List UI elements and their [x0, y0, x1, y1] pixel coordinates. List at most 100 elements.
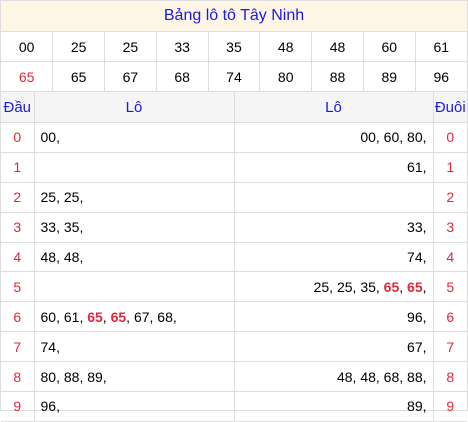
loto-row: 3 33, 35, 33, 3	[1, 211, 467, 243]
lo-right-cell: 89,	[233, 391, 434, 422]
number-cell: 35	[207, 32, 261, 62]
lo-right-cell: 25, 25, 35, 65, 65,	[233, 271, 434, 303]
duoi-digit: 9	[432, 391, 467, 422]
loto-table: Đầu Lô Lô Đuôi 0 00, 00, 60, 80, 0 1 61, 1 2 25,…	[1, 91, 467, 422]
dau-digit: 5	[1, 271, 35, 303]
duoi-digit: 4	[432, 241, 467, 273]
duoi-digit: 3	[432, 211, 467, 243]
loto-number: 65	[110, 308, 127, 325]
header-lo-left: Lô	[33, 91, 235, 123]
loto-row: 4 48, 48, 74, 4	[1, 241, 467, 273]
loto-number: 00	[40, 129, 57, 146]
lo-left-cell: 74,	[33, 331, 235, 363]
lo-left-cell: 25, 25,	[33, 181, 235, 213]
loto-number: 33	[40, 219, 57, 236]
loto-number: 48	[63, 249, 80, 265]
dau-digit: 2	[1, 181, 35, 213]
loto-number: 68	[383, 368, 400, 385]
duoi-digit: 1	[432, 151, 467, 183]
loto-number: 48	[336, 368, 353, 385]
loto-number: 25	[336, 278, 353, 295]
lo-right-cell: 33,	[233, 211, 434, 243]
number-cell: 48	[259, 32, 313, 62]
number-cell: 96	[414, 61, 467, 92]
lo-left-cell: 80, 88, 89,	[33, 361, 235, 393]
dau-digit: 7	[1, 331, 35, 363]
loto-number: 25	[63, 189, 80, 206]
loto-number: 96	[407, 308, 423, 325]
number-cell: 33	[155, 32, 209, 62]
loto-number: 61	[407, 159, 423, 176]
dau-digit: 8	[1, 361, 35, 393]
duoi-digit: 6	[432, 301, 467, 333]
lo-right-cell	[233, 181, 434, 213]
loto-number: 33	[407, 219, 423, 236]
lo-left-cell: 33, 35,	[33, 211, 235, 243]
loto-number: 88	[407, 368, 423, 385]
dau-digit: 6	[1, 301, 35, 333]
loto-row: 1 61, 1	[1, 151, 467, 183]
number-cell: 60	[362, 32, 416, 62]
loto-row: 6 60, 61, 65, 65, 67, 68, 96, 6	[1, 301, 467, 333]
number-cell: 88	[311, 61, 364, 92]
loto-number: 67	[407, 338, 423, 355]
loto-number: 67	[133, 308, 150, 325]
loto-row: 8 80, 88, 89, 48, 48, 68, 88, 8	[1, 361, 467, 393]
dau-digit: 3	[1, 211, 35, 243]
loto-number: 74	[407, 249, 423, 265]
loto-number: 68	[157, 308, 173, 325]
loto-number: 25	[40, 189, 57, 206]
number-cell: 67	[104, 61, 157, 92]
dau-digit: 4	[1, 241, 35, 273]
number-cell: 25	[52, 32, 106, 62]
loto-number: 88	[63, 368, 80, 385]
special-number-cell: 65	[1, 61, 54, 92]
loto-number: 48	[360, 368, 376, 385]
loto-row: 9 96, 89, 9	[1, 391, 467, 422]
loto-number: 80	[40, 368, 57, 385]
loto-number: 74	[40, 338, 57, 355]
duoi-digit: 0	[432, 122, 467, 153]
lo-right-cell: 00, 60, 80,	[233, 122, 434, 153]
numbers-row-1: 00 25 25 33 35 48 48 60 61	[1, 32, 467, 62]
numbers-row-2: 65 65 67 68 74 80 88 89 96	[1, 61, 467, 92]
number-cell: 74	[207, 61, 261, 92]
loto-number: 65	[383, 278, 400, 295]
dau-digit: 0	[1, 122, 35, 153]
loto-row: 5 25, 25, 35, 65, 65, 5	[1, 271, 467, 303]
loto-number: 80	[407, 129, 423, 146]
number-cell: 00	[1, 32, 54, 62]
loto-number: 25	[313, 278, 330, 295]
loto-number: 35	[360, 278, 376, 295]
number-cell: 68	[155, 61, 209, 92]
duoi-digit: 2	[432, 181, 467, 213]
duoi-digit: 8	[432, 361, 467, 393]
loto-row: 0 00, 00, 60, 80, 0	[1, 122, 467, 153]
loto-number: 65	[87, 308, 103, 325]
loto-number: 00	[360, 129, 376, 146]
lo-left-cell	[33, 271, 235, 303]
dau-digit: 9	[1, 391, 35, 422]
lo-left-cell: 00,	[33, 122, 235, 153]
table-title: Bảng lô tô Tây Ninh	[1, 1, 467, 32]
number-cell: 25	[104, 32, 157, 62]
lo-left-cell: 48, 48,	[33, 241, 235, 273]
number-cell: 80	[259, 61, 313, 92]
header-lo-right: Lô	[233, 91, 434, 123]
number-cell: 48	[311, 32, 364, 62]
dau-digit: 1	[1, 151, 35, 183]
number-cell: 61	[414, 32, 467, 62]
lo-right-cell: 67,	[233, 331, 434, 363]
loto-number: 89	[407, 398, 423, 415]
loto-number: 60	[40, 308, 57, 325]
loto-header-row: Đầu Lô Lô Đuôi	[1, 91, 467, 123]
duoi-digit: 7	[432, 331, 467, 363]
loto-number: 48	[40, 249, 57, 265]
lo-right-cell: 61,	[233, 151, 434, 183]
lo-right-cell: 74,	[233, 241, 434, 273]
loto-row: 2 25, 25, 2	[1, 181, 467, 213]
loto-number: 60	[383, 129, 400, 146]
loto-number: 35	[63, 219, 80, 236]
header-dau: Đầu	[1, 91, 35, 123]
